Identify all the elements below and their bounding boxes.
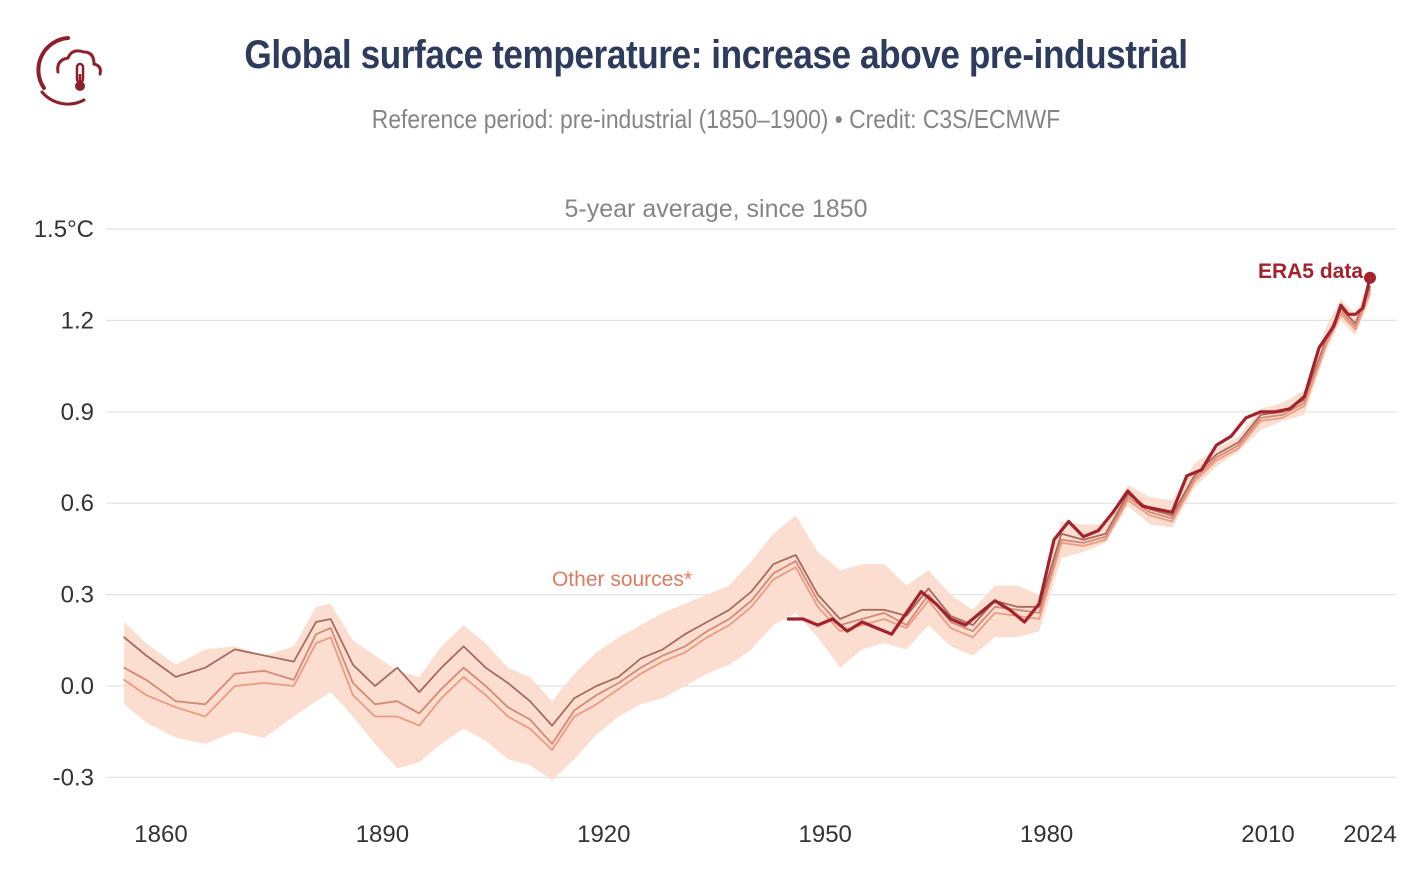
y-tick-label: 0.6 [61, 490, 94, 517]
y-tick-label: 0.0 [61, 673, 94, 700]
chart-subtitle: Reference period: pre-industrial (1850–1… [371, 104, 1061, 134]
x-tick-label: 1980 [1020, 821, 1073, 848]
era5-endpoint-marker [1364, 271, 1376, 284]
y-tick-label: 1.2 [61, 307, 94, 334]
x-axis-ticks: 1860 1890 1920 1950 1980 2010 2024 [134, 821, 1396, 848]
chart-title: Global surface temperature: increase abo… [244, 33, 1188, 77]
other-sources-annotation: Other sources* [552, 568, 692, 591]
x-tick-label: 1950 [799, 821, 852, 848]
era5-series-line [786, 276, 1372, 636]
x-tick-label: 2024 [1343, 821, 1396, 848]
x-tick-label: 1860 [134, 821, 187, 848]
uncertainty-band-area [124, 280, 1371, 781]
y-tick-label: -0.3 [53, 764, 94, 791]
panel-label: 5-year average, since 1850 [565, 195, 868, 223]
series-lines [123, 271, 1376, 751]
y-tick-label: 0.9 [61, 399, 94, 426]
era5-annotation: ERA5 data [1258, 260, 1363, 283]
other-source-series-line [123, 289, 1371, 745]
y-axis-ticks: 1.5°C 1.2 0.9 0.6 0.3 0.0 -0.3 [34, 216, 94, 791]
other-source-series-line [123, 286, 1371, 727]
y-tick-label: 0.3 [61, 582, 94, 609]
x-tick-label: 1920 [577, 821, 630, 848]
x-tick-label: 2010 [1241, 821, 1294, 848]
y-tick-label: 1.5°C [34, 216, 94, 243]
uncertainty-band [124, 280, 1371, 781]
x-tick-label: 1890 [356, 821, 409, 848]
climate-thermometer-icon [36, 36, 102, 106]
other-source-series-line [123, 292, 1371, 751]
